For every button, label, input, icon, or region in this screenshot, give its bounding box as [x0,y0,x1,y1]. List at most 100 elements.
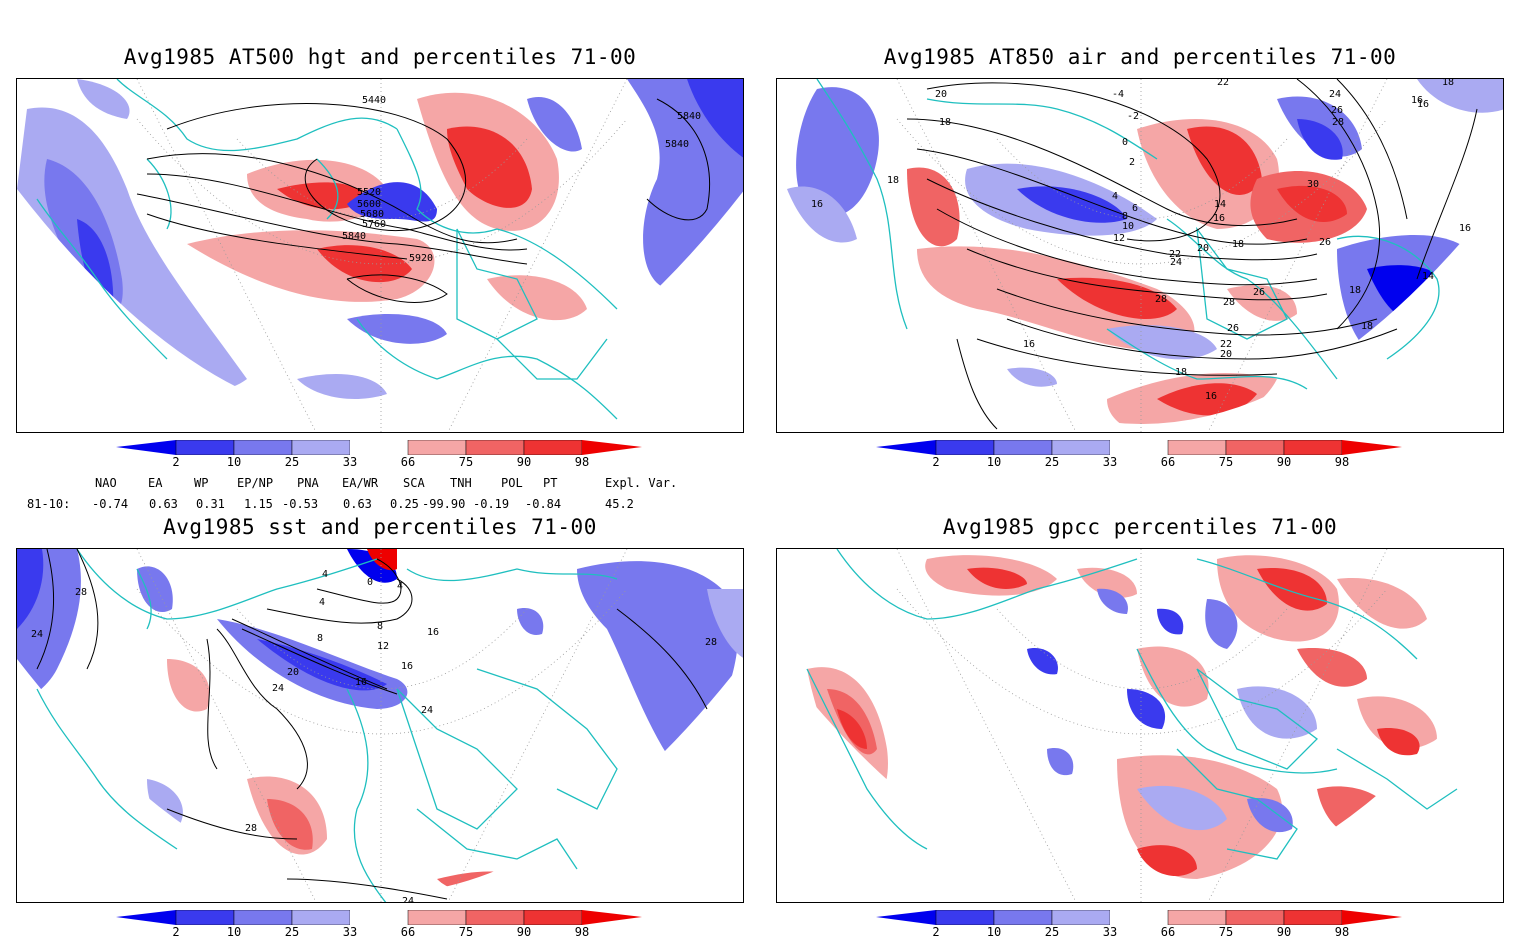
panel-4-shading [807,555,1437,890]
tick-label: 25 [284,455,300,469]
contour-label: 16 [1205,391,1217,402]
tick-label: 66 [400,925,416,939]
index-value: -99.90 [422,497,466,511]
tick-label: 33 [342,925,358,939]
contour-label: 0 [1122,137,1128,148]
contour-label: 10 [1122,221,1134,232]
contour-label: 4 [397,581,403,592]
tick-label: 33 [1102,925,1118,939]
contour-label: 24 [1170,257,1182,268]
contour-label: 20 [287,667,299,678]
index-value: -0.84 [525,497,562,511]
contour-label: 6 [1132,203,1138,214]
contour-label: 4 [1112,191,1118,202]
contour-label: 4 [322,569,328,580]
contour-label: 18 [1361,321,1373,332]
contour-label: -2 [1127,111,1139,122]
tick-label: 66 [1160,925,1176,939]
panel-2-contour-labels: 22 20 18 -4 -2 0 2 4 6 8 10 12 16 18 14 … [811,79,1471,402]
tick-label: 2 [932,455,940,469]
tick-label: 75 [458,925,474,939]
index-header: POL [501,476,523,490]
contour-label: 18 [1232,239,1244,250]
tick-label: 90 [1276,455,1292,469]
index-value: 0.63 [149,497,178,511]
index-header: SCA [403,476,425,490]
index-value: 45.2 [605,497,634,511]
tick-label: 33 [1102,455,1118,469]
contour-label: 28 [705,637,717,648]
contour-label: 12 [377,641,389,652]
contour-label: 24 [272,683,284,694]
tick-label: 75 [458,455,474,469]
contour-label: 24 [1329,89,1341,100]
contour-label: 24 [31,629,43,640]
contour-label: 5600 [357,199,381,210]
panel-1-contour-labels: 5440 5840 5840 5520 5600 5680 5760 5840 … [342,95,701,264]
index-header: PT [543,476,558,490]
contour-label: 8 [317,633,323,644]
index-header: EA/WR [342,476,379,490]
index-value: -0.74 [92,497,129,511]
tick-label: 66 [400,455,416,469]
contour-label: 5840 [342,231,366,242]
tick-label: 25 [1044,455,1060,469]
panel-3-title: Avg1985 sst and percentiles 71-00 [163,515,597,539]
tick-label: 2 [172,925,180,939]
tick-label: 75 [1218,455,1234,469]
contour-label: 5920 [409,253,433,264]
tick-label: 10 [986,925,1002,939]
contour-label: 28 [1332,117,1344,128]
contour-label: 14 [1422,271,1434,282]
panel-2-title: Avg1985 AT850 air and percentiles 71-00 [883,45,1397,69]
tick-label: 90 [1276,925,1292,939]
index-row-label: 81-10: [27,497,71,511]
contour-label: 26 [1331,105,1343,116]
index-header: WP [194,476,209,490]
index-value: 0.31 [196,497,225,511]
contour-label: 5680 [360,209,384,220]
contour-label: 16 [1459,223,1471,234]
index-value: -0.53 [282,497,319,511]
tick-label: 10 [986,455,1002,469]
contour-label: 20 [1197,243,1209,254]
tick-label: 90 [516,925,532,939]
contour-label: 18 [887,175,899,186]
contour-label: 16 [355,677,367,688]
index-value: 0.63 [343,497,372,511]
panel-4-map [776,548,1504,903]
contour-label: 8 [1122,211,1128,222]
contour-label: 22 [1220,339,1232,350]
contour-label: 0 [367,577,373,588]
panel-3-map: 28 24 4 4 8 8 12 20 16 24 28 24 28 16 24… [16,548,744,903]
contour-label: 24 [402,896,414,903]
contour-label: 16 [811,199,823,210]
panel-3-svg: 28 24 4 4 8 8 12 20 16 24 28 24 28 16 24… [17,549,743,903]
tick-label: 75 [1218,925,1234,939]
index-header: TNH [450,476,472,490]
tick-label: 98 [574,925,590,939]
panel-2-shading [787,79,1503,432]
contour-label: 18 [1442,79,1454,88]
contour-label: 14 [1214,199,1226,210]
colorbar-3: 2 10 25 33 66 75 90 98 [116,909,644,940]
contour-label: 26 [1227,323,1239,334]
contour-label: 2 [1129,157,1135,168]
tick-label: 25 [1044,925,1060,939]
contour-label: 22 [1217,79,1229,88]
contour-label: 12 [1113,233,1125,244]
contour-label: 22 [1169,249,1181,260]
tick-label: 2 [172,455,180,469]
contour-label: 18 [1175,367,1187,378]
contour-label: 5760 [362,219,386,230]
contour-label: 16 [401,661,413,672]
index-header: NAO [95,476,117,490]
contour-label: 16 [1213,213,1225,224]
panel-3-contour-labels: 28 24 4 4 8 8 12 20 16 24 28 24 28 16 24… [31,569,717,903]
contour-label: 28 [1223,297,1235,308]
contour-label: 16 [427,627,439,638]
index-value: -0.19 [473,497,510,511]
tick-label: 66 [1160,455,1176,469]
contour-label: 20 [935,89,947,100]
panel-1-map: 5440 5840 5840 5520 5600 5680 5760 5840 … [16,78,744,433]
